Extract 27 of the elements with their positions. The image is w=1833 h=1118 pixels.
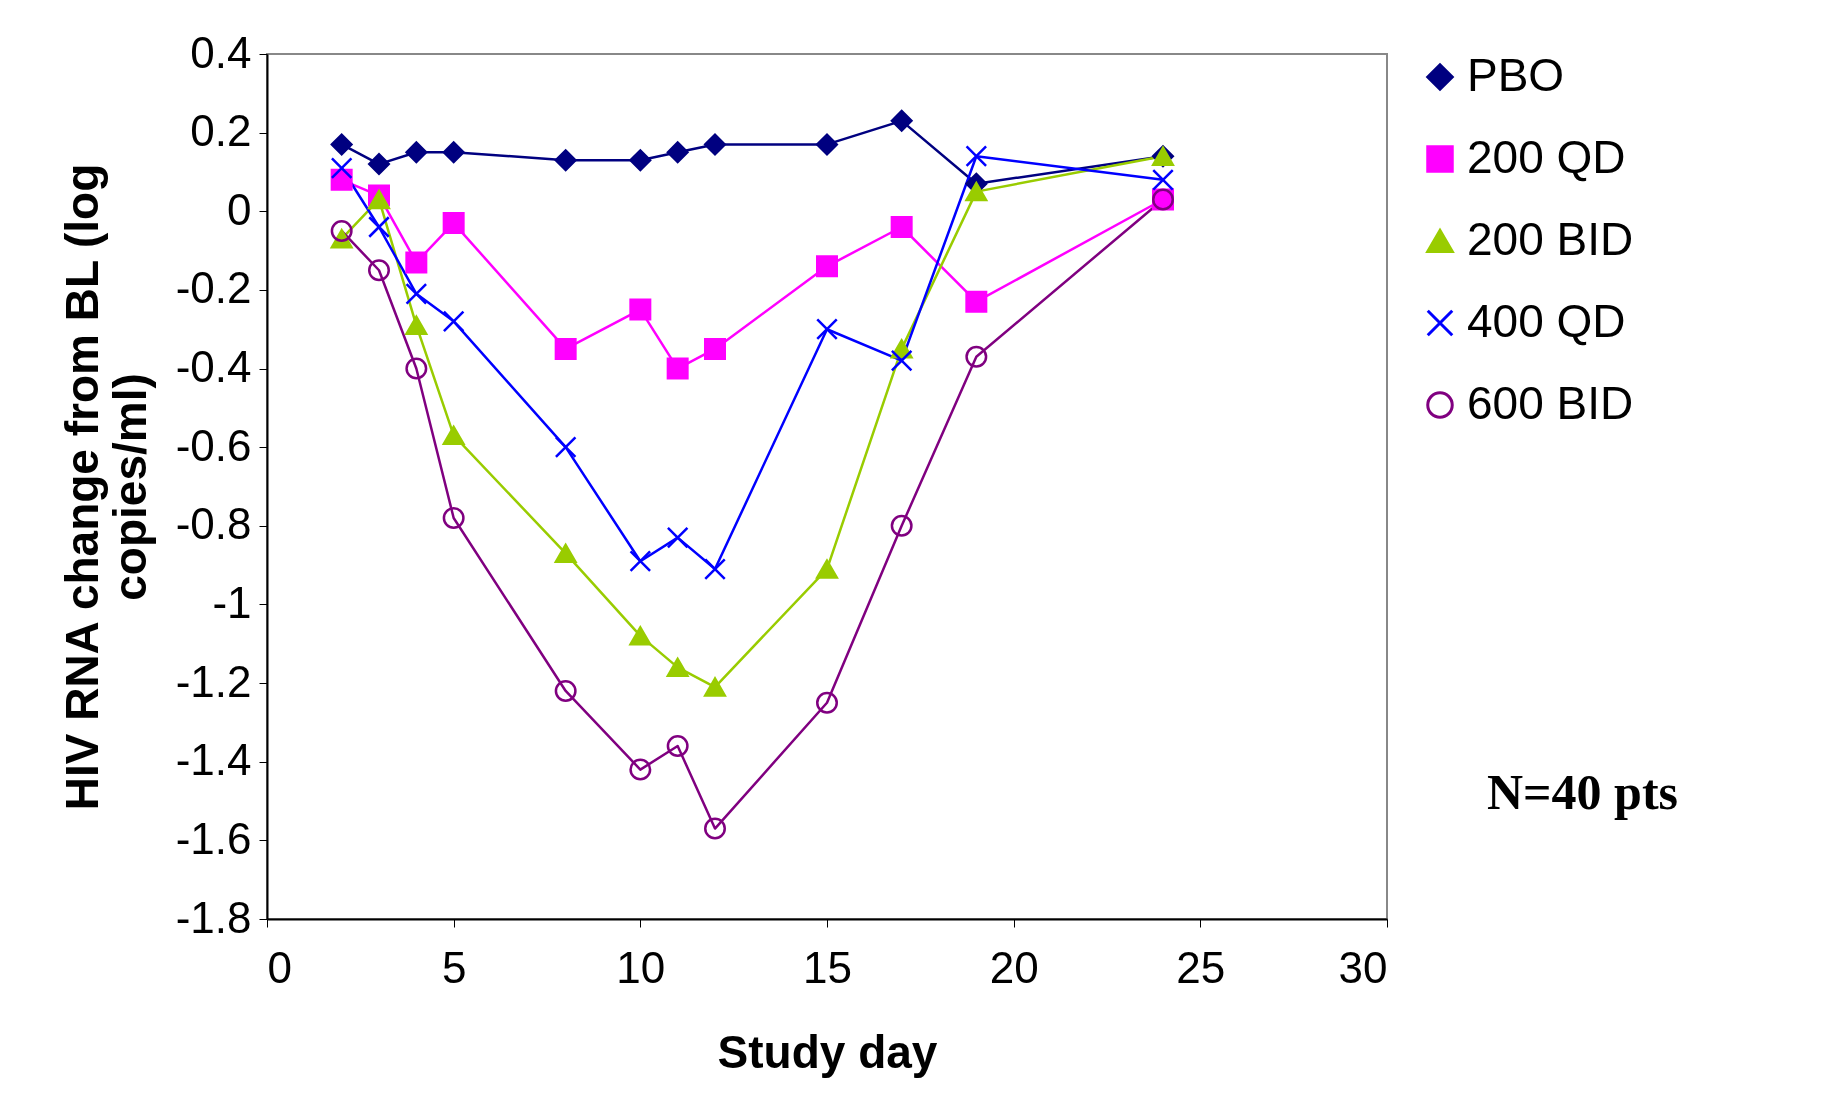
y-tick-label: -1.6 [175,813,252,863]
y-tick-label: -1.4 [175,735,252,785]
y-axis-title: HIV RNA change from BL (log copies/ml) [55,163,156,811]
x-tick-label: 20 [989,942,1039,992]
x-tick-label: 5 [441,942,467,992]
y-tick-label: -0.6 [175,420,252,470]
x-tick-label: 30 [1338,942,1388,992]
y-tick-label: 0.2 [190,106,252,156]
x-tick-label: 0 [267,942,292,992]
y-tick-label: -1.8 [175,892,252,942]
y-tick-label: -0.2 [175,263,252,313]
y-tick-label: -1 [212,577,252,627]
x-tick-label: 25 [1176,942,1226,992]
x-tick-label: 15 [803,942,852,992]
legend-label: 400 QD [1467,295,1626,347]
text: N=40 pts [1487,764,1679,820]
x-axis-title: Study day [717,1025,938,1078]
legend-label: 200 QD [1467,131,1626,183]
y-tick-label: 0 [227,184,252,234]
legend-label: PBO [1467,49,1565,101]
x-tick-label: 10 [616,942,666,992]
legend-label: 600 BID [1467,377,1634,429]
y-tick-label: -1.2 [175,656,252,706]
y-tick-label: -0.4 [175,342,252,392]
y-tick-label: 0.4 [190,27,252,77]
y-tick-label: -0.8 [175,499,252,549]
legend-label: 200 BID [1467,213,1634,265]
